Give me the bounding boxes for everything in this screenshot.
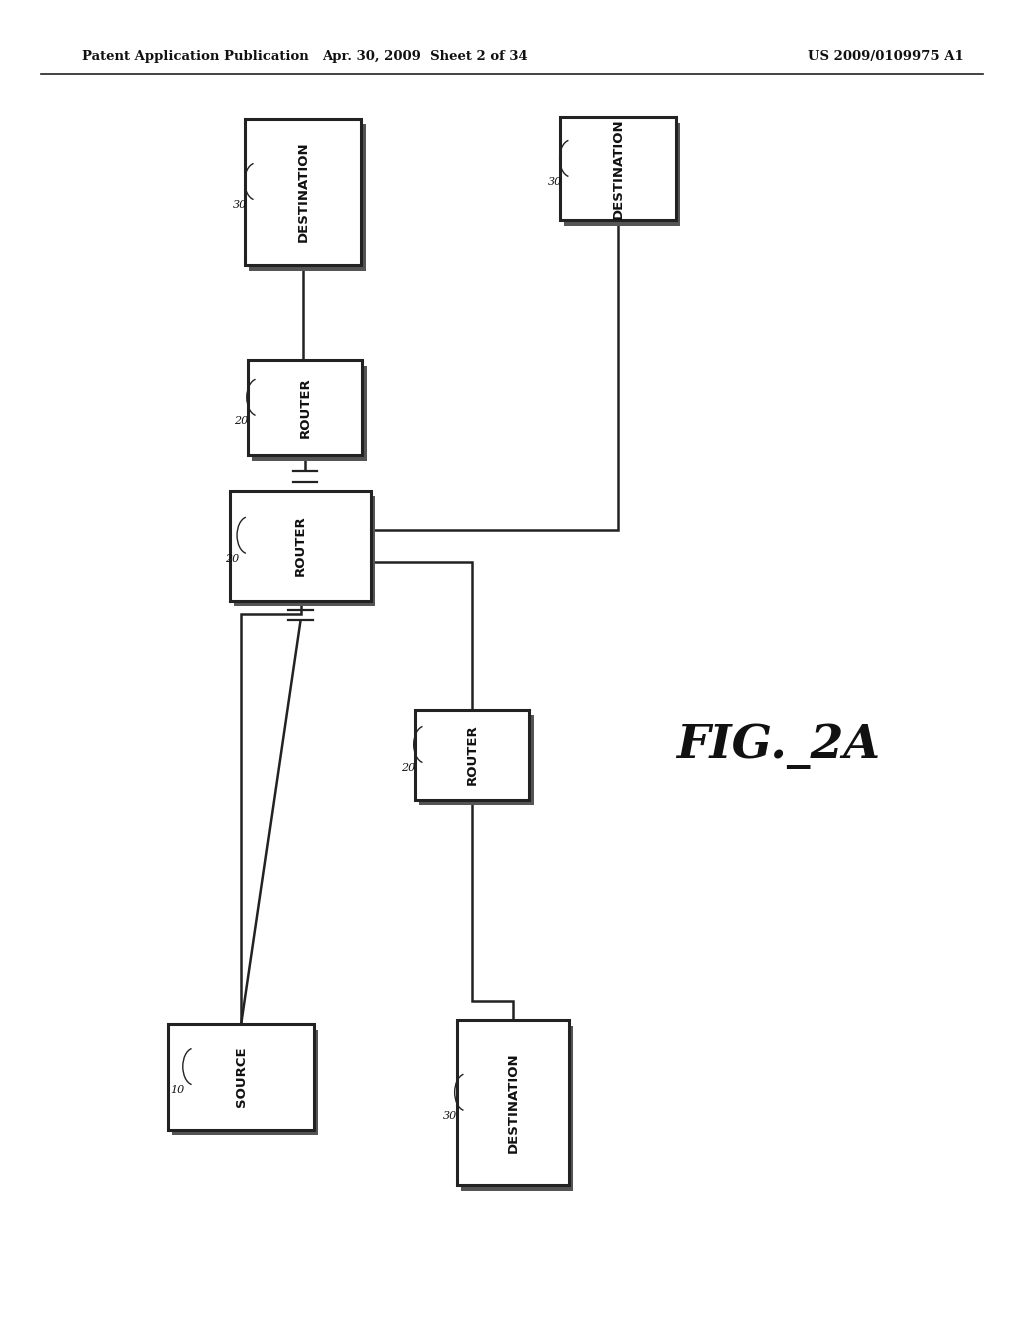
Text: 20: 20 xyxy=(234,416,249,426)
Text: Patent Application Publication: Patent Application Publication xyxy=(82,50,308,63)
Bar xyxy=(461,1026,573,1191)
Text: Apr. 30, 2009  Sheet 2 of 34: Apr. 30, 2009 Sheet 2 of 34 xyxy=(323,50,527,63)
Text: ROUTER: ROUTER xyxy=(294,515,307,577)
Bar xyxy=(564,123,680,226)
Text: 10: 10 xyxy=(171,1085,184,1096)
Text: 30: 30 xyxy=(232,201,247,210)
Bar xyxy=(248,360,362,455)
Text: 30: 30 xyxy=(442,1111,457,1121)
Text: 30: 30 xyxy=(548,177,561,187)
Bar xyxy=(245,119,361,265)
Text: DESTINATION: DESTINATION xyxy=(507,1052,519,1154)
Text: 20: 20 xyxy=(401,763,416,774)
Text: FIG._2A: FIG._2A xyxy=(676,723,881,768)
Bar xyxy=(230,491,371,601)
Bar xyxy=(249,124,366,271)
Text: 20: 20 xyxy=(225,554,239,564)
Bar xyxy=(457,1020,569,1185)
Bar xyxy=(419,715,534,805)
Text: ROUTER: ROUTER xyxy=(299,378,311,438)
Bar xyxy=(168,1024,314,1130)
Bar xyxy=(560,117,676,220)
Text: DESTINATION: DESTINATION xyxy=(611,119,625,219)
Bar xyxy=(252,366,367,461)
Text: DESTINATION: DESTINATION xyxy=(297,141,309,243)
Bar xyxy=(172,1030,318,1135)
Text: US 2009/0109975 A1: US 2009/0109975 A1 xyxy=(808,50,964,63)
Bar xyxy=(415,710,529,800)
Bar xyxy=(234,496,375,606)
Text: ROUTER: ROUTER xyxy=(466,725,478,785)
Text: SOURCE: SOURCE xyxy=(234,1047,248,1107)
